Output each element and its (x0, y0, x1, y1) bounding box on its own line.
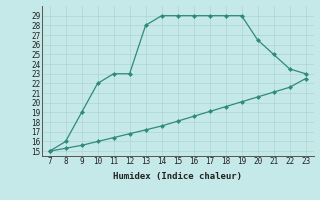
X-axis label: Humidex (Indice chaleur): Humidex (Indice chaleur) (113, 172, 242, 181)
